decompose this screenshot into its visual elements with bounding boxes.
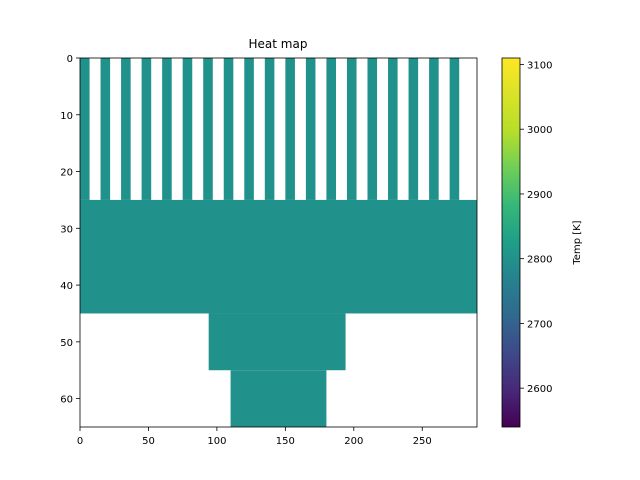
heatmap-cell-fin: [223, 58, 234, 200]
heatmap-cell-fin: [244, 58, 254, 200]
colorbar-tick-label: 2800: [527, 255, 552, 266]
colorbar-gradient: [502, 58, 520, 427]
chart-title: Heat map: [249, 37, 308, 51]
heatmap-cell-fin: [141, 58, 152, 200]
y-tick-label: 20: [60, 168, 73, 179]
heatmap-cell-fin: [388, 58, 398, 200]
heatmap-cell-fin: [305, 58, 316, 200]
colorbar-frame: [501, 57, 521, 428]
heatmap-cell-fin: [121, 58, 131, 200]
y-axis: 0 10 20 30 40 50 60: [60, 54, 80, 406]
heatmap-cell-fin: [449, 58, 460, 200]
heatmap-cell-base: [80, 199, 477, 314]
heatmap-cell-fin: [80, 58, 90, 200]
heatmap-cell-fin: [100, 58, 111, 200]
x-tick-label: 50: [142, 436, 155, 447]
heatmap-cell-fin: [162, 58, 172, 200]
colorbar-tick-label: 2700: [527, 319, 552, 330]
y-tick-label: 30: [60, 224, 73, 235]
heatmap-cell-fin: [203, 58, 213, 200]
heatmap-cell-fin: [367, 58, 378, 200]
colorbar-label: Temp [K]: [572, 220, 583, 265]
axes-frame: [79, 57, 478, 428]
x-tick-label: 250: [413, 436, 432, 447]
y-tick-label: 60: [60, 395, 73, 406]
heatmap-cell-fin: [285, 58, 295, 200]
x-tick-label: 200: [344, 436, 363, 447]
y-tick-label: 50: [60, 338, 73, 349]
y-tick-label: 0: [67, 54, 73, 65]
heatmap-cell-fin: [408, 58, 419, 200]
heatmap-cell-fin: [182, 58, 193, 200]
plot-area: [79, 57, 478, 428]
y-tick-label: 10: [60, 111, 73, 122]
x-tick-label: 100: [207, 436, 226, 447]
heatmap-cell-fin: [429, 58, 439, 200]
heatmap-cell-fin: [326, 58, 336, 200]
colorbar-tick-label: 3100: [527, 60, 552, 71]
colorbar: 2600 2700 2800 2900 3000 3100 Temp [K]: [501, 57, 583, 428]
heatmap-cell-stem-upper: [208, 313, 346, 371]
x-axis: 0 50 100 150 200 250: [77, 427, 432, 447]
y-tick-label: 40: [60, 281, 73, 292]
heatmap-cell-stem-lower: [230, 370, 327, 427]
colorbar-tick-label: 3000: [527, 125, 552, 136]
x-tick-label: 150: [276, 436, 295, 447]
heatmap-cell-fin: [346, 58, 357, 200]
colorbar-tick-label: 2600: [527, 384, 552, 395]
heatmap-cell-fin: [264, 58, 275, 200]
x-tick-label: 0: [77, 436, 83, 447]
colorbar-tick-label: 2900: [527, 190, 552, 201]
